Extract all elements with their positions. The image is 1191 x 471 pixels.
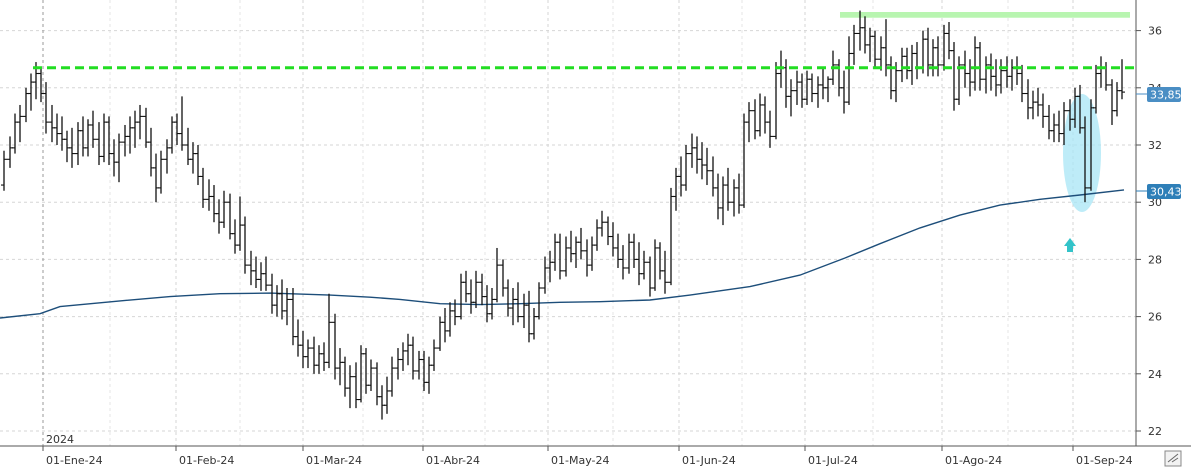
ohlc-bars [1,10,1125,420]
ohlc-bar [410,336,416,380]
y-tick-label: 36 [1148,25,1162,38]
ohlc-bar [1019,64,1025,103]
x-tick-label: 01-Abr-24 [426,454,480,467]
ohlc-bar [452,299,458,326]
x-tick-label: 01-Ago-24 [945,454,1002,467]
x-tick-label: 01-Feb-24 [179,454,234,467]
resistance-band-top [840,12,1130,18]
x-tick-label: 01-Ene-24 [46,454,103,467]
ohlc-bar [158,150,164,194]
ohlc-bar [1082,116,1088,203]
moving-average-badge: 30,43 [1136,184,1182,199]
ohlc-bar [578,227,584,260]
y-tick-label: 28 [1148,253,1162,266]
ohlc-bar [116,133,122,183]
ohlc-bar [43,82,49,134]
y-axis-panel [1136,0,1191,446]
x-axis-ticks: 01-Ene-24 01-Feb-24 01-Mar-24 01-Abr-24 01-M… [42,446,1133,467]
ohlc-bar [704,147,710,186]
ohlc-bar [809,73,815,103]
ohlc-bar [1040,93,1046,128]
ohlc-bar [137,104,143,140]
ohlc-bar [851,24,857,65]
y-tick-label: 26 [1148,311,1162,324]
x-tick-label: 01-May-24 [551,454,609,467]
x-tick-label: 01-Sep-24 [1076,454,1133,467]
moving-average-line [0,189,1125,319]
ohlc-bar [389,356,395,397]
year-marker: 2024 [46,433,74,446]
ohlc-bar [956,56,962,105]
ohlc-bar [998,59,1004,94]
ohlc-bar [242,216,248,274]
ohlc-bar [368,359,374,391]
resize-corner-icon[interactable] [1164,450,1182,467]
ohlc-bar [263,256,269,291]
x-tick-label: 01-Mar-24 [306,454,362,467]
ohlc-bar [494,247,500,303]
ohlc-bar [221,190,227,228]
ohlc-bar [284,288,290,326]
ohlc-bar [557,233,563,280]
x-axis-panel [0,446,1191,471]
ohlc-bar [1061,102,1067,145]
up-arrow-icon [1064,238,1076,252]
ohlc-bar [200,167,206,208]
x-tick-label: 01-Jul-24 [808,454,858,467]
y-tick-label: 30 [1148,196,1162,209]
y-tick-label: 32 [1148,139,1162,152]
ohlc-bar [935,36,941,77]
ohlc-bar [662,250,668,294]
ohlc-bar [536,282,542,320]
ohlc-bar [1,150,7,191]
ohlc-bar [725,167,731,211]
ohlc-bar [347,365,353,409]
ohlc-bar [1119,59,1125,100]
ohlc-bar [473,270,479,309]
y-tick-label: 22 [1148,425,1162,438]
ohlc-bar [599,210,605,237]
x-tick-label: 01-Jun-24 [682,454,736,467]
ohlc-bar [179,96,185,151]
y-tick-label: 24 [1148,368,1162,381]
ohlc-bar [767,110,773,148]
ohlc-bar [431,339,437,371]
ohlc-bar [69,127,75,168]
ohlc-bar [872,30,878,68]
ohlc-bar [326,293,332,369]
ohlc-bar [641,250,647,280]
last-price-badge: 33,85 [1136,87,1182,102]
vertical-gridlines [109,0,1074,446]
ohlc-bar [746,102,752,143]
ohlc-bar [620,245,626,280]
ohlc-bar [17,104,23,143]
last-price-label: 33,85 [1150,89,1182,102]
ohlc-bar [515,282,521,323]
ohlc-bar [788,79,794,117]
ohlc-bar [90,110,96,148]
ohlc-bar [305,339,311,369]
moving-average-label: 30,43 [1150,186,1182,199]
ohlc-bar [683,145,689,191]
